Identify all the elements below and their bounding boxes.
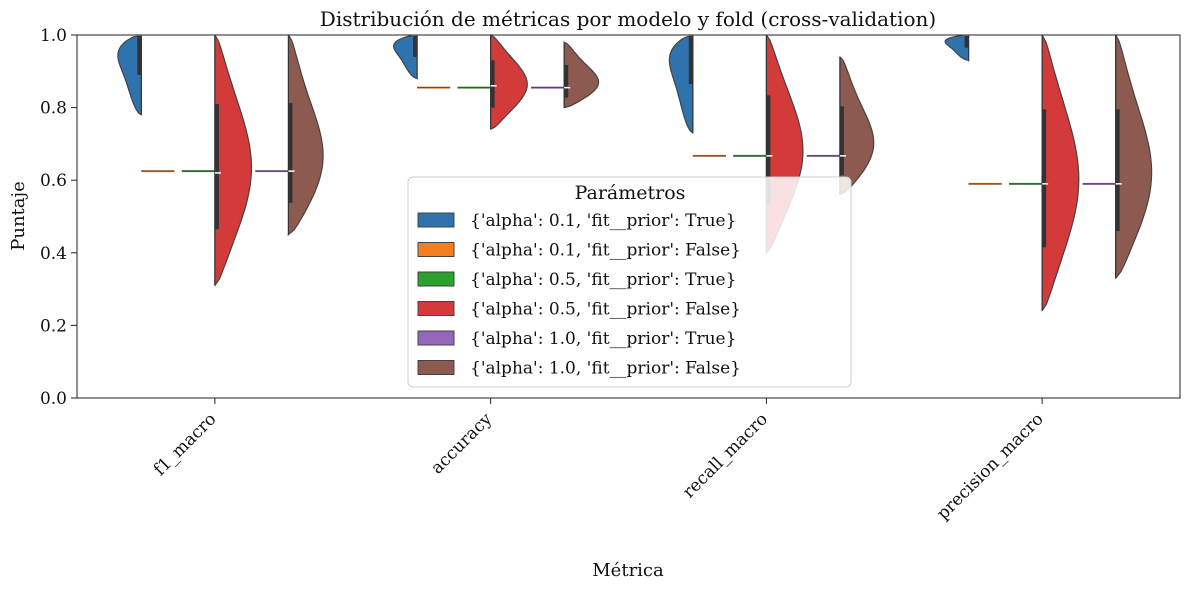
violin-recall_macro-3-box — [766, 95, 771, 205]
violin-recall_macro-0 — [668, 35, 694, 134]
legend-title: Parámetros — [575, 182, 686, 204]
violin-accuracy-3 — [489, 35, 528, 130]
legend-label: {'alpha': 0.1, 'fit__prior': True} — [470, 211, 736, 231]
violin-accuracy-5 — [563, 40, 600, 109]
legend-label: {'alpha': 1.0, 'fit__prior': True} — [470, 329, 736, 349]
legend-swatch — [417, 360, 455, 375]
y-axis: 0.0 0.2 0.4 0.6 0.8 1.0 — [40, 26, 77, 409]
legend-label: {'alpha': 0.1, 'fit__prior': False} — [470, 241, 741, 261]
violin-precision_macro-5 — [1115, 35, 1153, 279]
violin-f1_macro-0 — [117, 35, 142, 116]
y-axis-title: Puntaje — [8, 181, 29, 251]
violin-accuracy-3-box — [490, 60, 495, 108]
legend-swatch — [417, 242, 455, 257]
legend-frame — [407, 176, 852, 388]
violin-precision_macro-3 — [1041, 35, 1080, 312]
violin-precision_macro-5-box — [1115, 109, 1120, 232]
violin-precision_macro-3-box — [1042, 109, 1047, 248]
legend-label: {'alpha': 1.0, 'fit__prior': False} — [470, 359, 741, 379]
y-tick-label: 0.0 — [40, 389, 67, 409]
violin-f1_macro-0-box — [137, 35, 142, 75]
legend-label: {'alpha': 0.5, 'fit__prior': False} — [470, 300, 741, 320]
violin-f1_macro-3-box — [214, 103, 219, 230]
violin-f1_macro-5-box — [288, 103, 293, 203]
violin-f1_macro-5 — [287, 35, 324, 237]
legend-swatch — [417, 301, 455, 316]
violin-accuracy-5-box — [564, 64, 569, 98]
y-tick-label: 1.0 — [40, 26, 67, 46]
y-tick-label: 0.4 — [40, 244, 67, 264]
x-axis: f1_macro accuracy recall_macro precision_ma… — [150, 398, 1048, 524]
x-tick-label: precision_macro — [933, 409, 1048, 524]
violin-precision_macro-0 — [944, 35, 970, 63]
legend-swatch — [417, 271, 455, 287]
chart-title: Distribución de métricas por modelo y fo… — [320, 7, 936, 31]
x-tick-label: accuracy — [427, 409, 496, 478]
legend-swatch — [417, 212, 455, 228]
y-tick-label: 0.2 — [40, 316, 67, 336]
x-tick-label: f1_macro — [150, 409, 221, 480]
y-tick-label: 0.8 — [40, 99, 67, 119]
y-tick-label: 0.6 — [40, 171, 67, 191]
violin-recall_macro-5-box — [839, 106, 844, 176]
plot-area — [117, 35, 1153, 312]
violin-recall_macro-0-box — [688, 35, 693, 85]
legend-label: {'alpha': 0.5, 'fit__prior': True} — [470, 270, 736, 290]
violin-f1_macro-3 — [214, 35, 253, 287]
violin-accuracy-0 — [392, 35, 418, 80]
plot-frame — [76, 34, 1181, 399]
violin-precision_macro-0-box — [964, 35, 969, 48]
violin-accuracy-0-box — [413, 35, 418, 57]
legend: Parámetros {'alpha': 0.1, 'fit__prior': … — [407, 176, 852, 388]
x-axis-title: Métrica — [592, 560, 664, 581]
violin-recall_macro-5 — [839, 56, 875, 196]
legend-swatch — [417, 330, 455, 346]
x-tick-label: recall_macro — [679, 409, 772, 502]
